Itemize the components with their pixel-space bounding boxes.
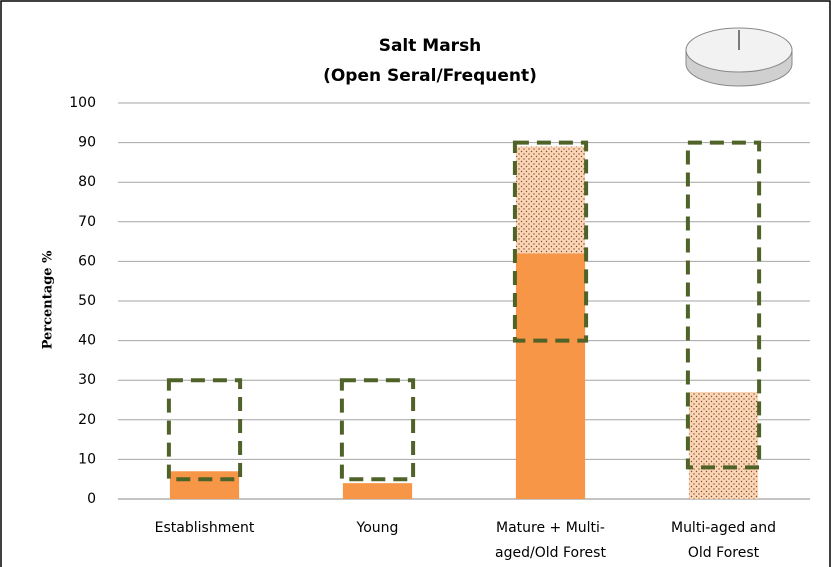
- y-tick-label: 60: [78, 253, 96, 269]
- bar-segment: [342, 483, 413, 499]
- bar-segment: [169, 471, 240, 499]
- y-tick-label: 80: [78, 174, 96, 190]
- chart-title: (Open Seral/Frequent): [323, 66, 537, 86]
- bar-segment: [515, 146, 586, 254]
- range-box: [512, 140, 589, 343]
- x-tick-label: aged/Old Forest: [495, 545, 606, 561]
- x-tick-label: Establishment: [155, 520, 255, 536]
- chart-title: Salt Marsh: [379, 36, 482, 56]
- x-tick-label: Young: [356, 520, 399, 536]
- bar-segment: [515, 253, 586, 499]
- y-tick-label: 50: [78, 293, 96, 309]
- x-tick-label: Old Forest: [688, 545, 760, 561]
- pie-icon: [685, 27, 793, 87]
- x-tick-label: Mature + Multi-: [496, 520, 605, 536]
- y-tick-label: 70: [78, 214, 96, 230]
- range-box: [685, 140, 762, 470]
- bar-segment: [688, 392, 759, 499]
- range-box: [339, 378, 416, 482]
- y-tick-label: 20: [78, 412, 96, 428]
- y-tick-label: 100: [69, 95, 96, 111]
- range-box: [166, 378, 243, 482]
- y-axis-label: Percentage %: [41, 250, 56, 349]
- y-tick-label: 10: [78, 451, 96, 467]
- x-tick-label: Multi-aged and: [671, 520, 776, 536]
- y-tick-label: 0: [87, 491, 96, 507]
- y-tick-label: 30: [78, 372, 96, 388]
- y-tick-label: 40: [78, 333, 96, 349]
- y-tick-label: 90: [78, 135, 96, 151]
